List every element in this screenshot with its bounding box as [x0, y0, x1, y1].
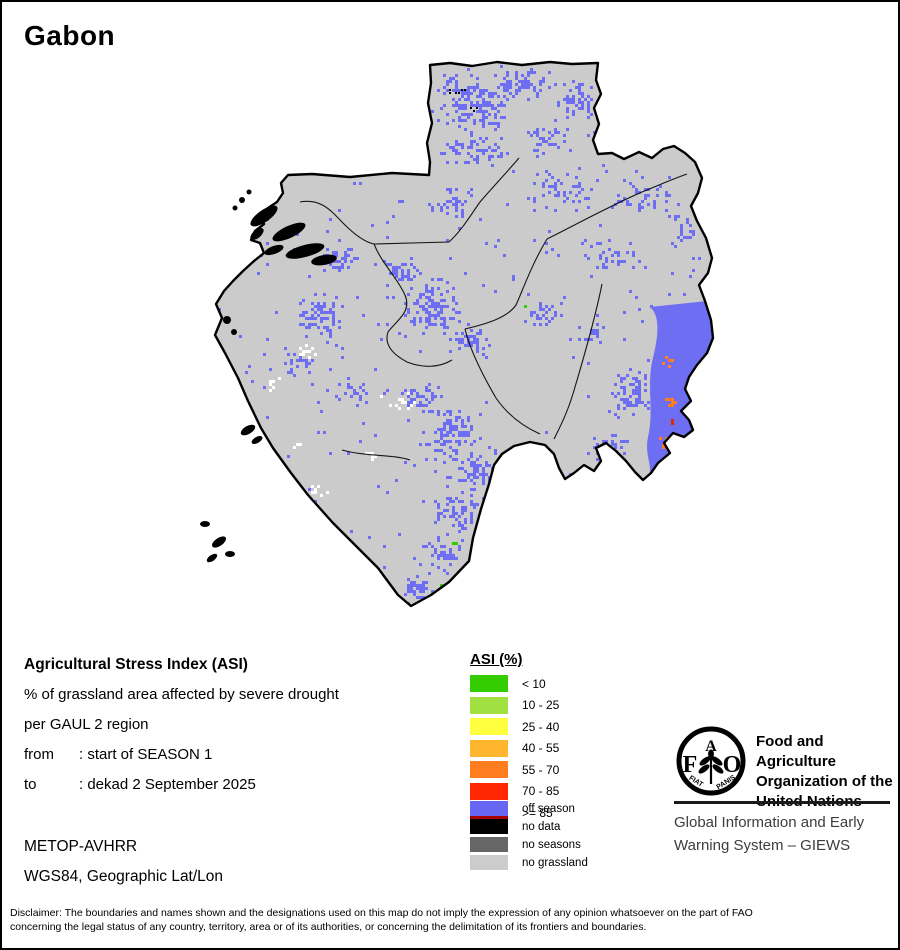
from-label: from [24, 746, 54, 763]
to-label: to [24, 776, 37, 793]
legend-item: no seasons [470, 837, 588, 852]
legend-swatch [470, 718, 508, 735]
gabon-map-svg [200, 60, 715, 608]
legend-label: >= 85 [522, 805, 553, 820]
legend-extras: off season no data no seasons no grassla… [470, 801, 588, 873]
legend-label: 70 - 85 [522, 784, 560, 798]
legend-swatch [470, 801, 508, 816]
legend-swatch [470, 819, 508, 834]
page-title: Gabon [24, 20, 116, 51]
map-description: Agricultural Stress Index (ASI) % of gra… [24, 650, 339, 800]
legend-item: no data [470, 819, 588, 834]
period-from-line: from : start of SEASON 1 [24, 740, 339, 770]
asi-region-line: per GAUL 2 region [24, 716, 149, 733]
legend-swatch [470, 855, 508, 870]
sensor-label: METOP-AVHRR [24, 838, 138, 855]
raster-layer [215, 62, 713, 606]
gaul2-boundaries [299, 157, 688, 461]
legend-label: no grassland [522, 856, 588, 869]
svg-text:F: F [683, 752, 698, 778]
estuary-marks [200, 189, 337, 563]
legend-label: 10 - 25 [522, 698, 560, 712]
to-value: : dekad 2 September 2025 [79, 776, 256, 793]
country-outline [213, 60, 715, 608]
svg-text:O: O [723, 752, 742, 778]
legend-item: 25 - 40 [470, 718, 559, 735]
legend-item: 55 - 70 [470, 761, 559, 778]
disclaimer-line1: Disclaimer: The boundaries and names sho… [10, 907, 753, 919]
fao-org-name: Food and Agriculture Organization of the… [756, 733, 893, 810]
legend-label: < 10 [522, 676, 546, 691]
legend-asi: ASI (%) < 10 10 - 25 25 - 40 40 - 55 55 … [470, 651, 559, 826]
legend-label: 40 - 55 [522, 741, 560, 755]
legend-item: no grassland [470, 855, 588, 870]
legend-label: no data [522, 820, 561, 833]
disclaimer: Disclaimer: The boundaries and names sho… [10, 907, 896, 934]
legend-swatch [470, 696, 508, 714]
svg-text:A: A [705, 738, 717, 755]
asi-heading: Agricultural Stress Index (ASI) [24, 656, 248, 673]
legend-item: < 10 [470, 675, 559, 692]
legend-label: 25 - 40 [522, 719, 560, 734]
legend-title: ASI (%) [470, 651, 523, 668]
from-value: : start of SEASON 1 [79, 746, 213, 763]
giews-label: Global Information and Early Warning Sys… [674, 814, 865, 854]
legend-item: 70 - 85 [470, 782, 560, 800]
legend-label: 55 - 70 [522, 762, 560, 777]
legend-item: 10 - 25 [470, 696, 560, 714]
disclaimer-line2: concerning the legal status of any count… [10, 920, 647, 933]
legend-swatch [470, 837, 508, 852]
projection-label: WGS84, Geographic Lat/Lon [24, 868, 224, 885]
legend-swatch [470, 739, 508, 757]
legend-swatch [470, 675, 508, 692]
legend-item: 40 - 55 [470, 739, 560, 757]
legend-item: off season [470, 801, 588, 816]
legend-swatch [470, 761, 508, 778]
fao-separator [674, 801, 890, 804]
period-to-line: to : dekad 2 September 2025 [24, 770, 339, 800]
gabon-map [182, 52, 722, 637]
legend-swatch [470, 782, 508, 800]
legend-label: no seasons [522, 838, 581, 851]
legend-label: off season [522, 802, 575, 815]
asi-subtitle: % of grassland area affected by severe d… [24, 686, 339, 703]
fao-logo-icon: F O A FIAT PANIS [676, 726, 746, 796]
